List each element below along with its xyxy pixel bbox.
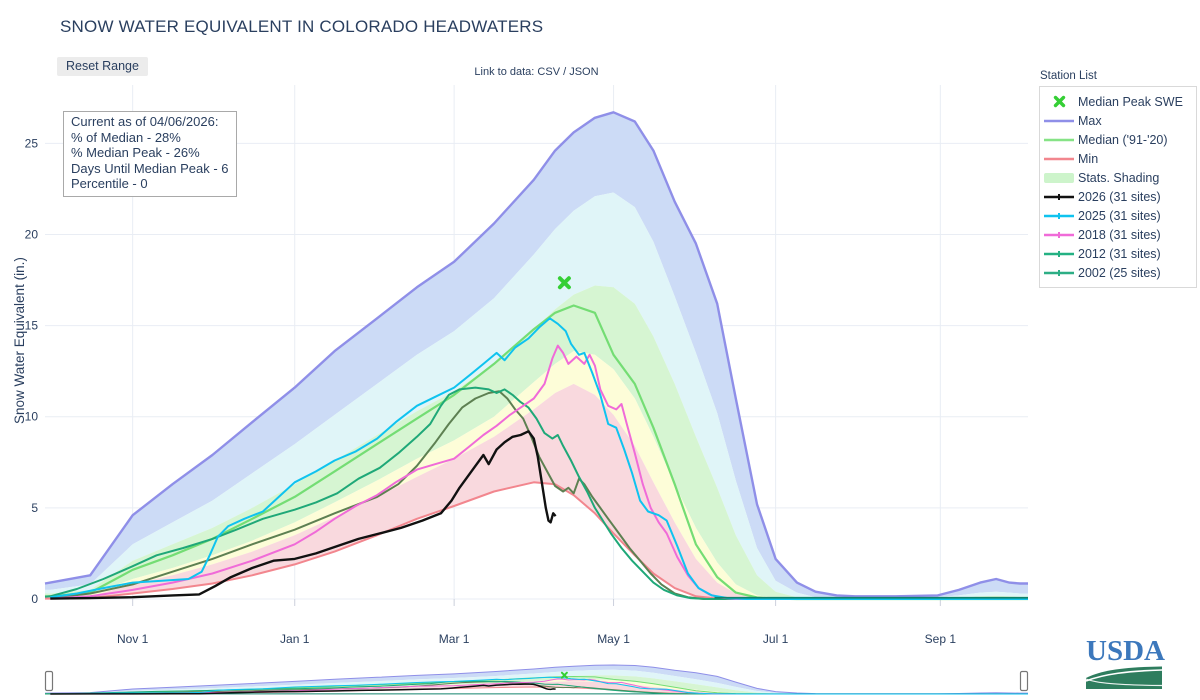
x-tick-label: Mar 1 [439,632,470,646]
csv-link[interactable]: CSV [537,66,561,78]
median-peak-marker[interactable] [557,276,571,290]
mini-series-2026-line [50,683,556,695]
2025-swatch-line-icon [1040,210,1078,222]
info-box-line: Percentile - 0 [71,176,148,192]
2012-swatch-line-icon [1040,248,1078,260]
legend-item-label: Max [1078,113,1102,128]
min-swatch-line-icon [1040,153,1078,165]
shade-swatch-patch-icon [1040,172,1078,184]
data-link-prefix: Link to data: [474,66,538,78]
median-swatch-line-icon [1040,134,1078,146]
legend-item-label: Median Peak SWE [1078,94,1183,109]
legend-item-shade[interactable]: Stats. Shading [1040,168,1196,187]
y-tick-label: 0 [31,592,38,606]
y-axis-title: Snow Water Equivalent (in.) [12,257,27,424]
series-max-line[interactable] [44,111,1028,598]
legend-item-label: 2012 (31 sites) [1078,246,1161,261]
series-2018-line[interactable] [50,344,1028,600]
y-tick-label: 5 [31,501,38,515]
data-link-bar: Link to data: CSV / JSON [45,66,1028,78]
legend-item-min[interactable]: Min [1040,149,1196,168]
legend-item-2026[interactable]: 2026 (31 sites) [1040,187,1196,206]
mini-series-2018-line [50,678,1028,695]
x-tick-label: May 1 [597,632,630,646]
2026-swatch-line-icon [1040,191,1078,203]
band-max-p90 [45,112,1028,599]
2018-swatch-line-icon [1040,229,1078,241]
mini-median-peak-marker[interactable] [560,671,568,679]
usda-logo: USDA [1086,635,1165,689]
legend-item-2002[interactable]: 2002 (25 sites) [1040,263,1196,282]
info-box-line: Days Until Median Peak - 6 [71,160,229,176]
peak-swatch-x-marker-icon [1040,95,1078,108]
page-title: SNOW WATER EQUIVALENT IN COLORADO HEADWA… [60,17,544,36]
legend-item-peak[interactable]: Median Peak SWE [1040,92,1196,111]
mini-band-max-p90 [45,665,1028,694]
legend-item-2025[interactable]: 2025 (31 sites) [1040,206,1196,225]
series-2025-line[interactable] [50,317,1028,600]
y-tick-label: 20 [25,227,39,241]
band-p30-p10 [45,351,1028,599]
x-tick-label: Jan 1 [280,632,310,646]
x-tick-label: Jul 1 [763,632,789,646]
legend-item-label: 2025 (31 sites) [1078,208,1161,223]
legend-item-2012[interactable]: 2012 (31 sites) [1040,244,1196,263]
band-p90-p70 [45,192,1028,599]
mini-band-p90-p70 [45,669,1028,694]
legend-title: Station List [1040,70,1097,82]
legend-item-label: Min [1078,151,1099,166]
legend-item-label: 2002 (25 sites) [1078,265,1161,280]
current-status-info-box: Current as of 04/06/2026:% of Median - 2… [63,111,237,197]
band-p70-p30 [45,285,1028,599]
max-swatch-line-icon [1040,115,1078,127]
usda-logo-field-icon [1086,666,1162,689]
mini-band-p70-p30 [45,675,1028,694]
legend: Median Peak SWE Max Median ('91-'20) Min Sta… [1039,86,1197,288]
legend-item-label: Stats. Shading [1078,170,1160,185]
y-tick-label: 25 [25,136,39,150]
x-tick-label: Nov 1 [117,632,149,646]
mini-series-2025-line [50,676,1028,695]
legend-item-median[interactable]: Median ('91-'20) [1040,130,1196,149]
info-box-line: Current as of 04/06/2026: [71,114,219,129]
range-slider-left-handle[interactable] [44,670,54,692]
json-link[interactable]: JSON [569,66,599,78]
reset-range-button[interactable]: Reset Range [57,57,148,76]
series-2012-line[interactable] [44,386,1028,600]
series-2026-line[interactable] [50,430,557,600]
2002-swatch-line-icon [1040,267,1078,279]
y-tick-label: 15 [25,319,39,333]
legend-item-label: 2018 (31 sites) [1078,227,1161,242]
legend-item-label: Median ('91-'20) [1078,132,1168,147]
legend-item-2018[interactable]: 2018 (31 sites) [1040,225,1196,244]
legend-item-max[interactable]: Max [1040,111,1196,130]
x-tick-label: Sep 1 [925,632,957,646]
y-tick-label: 10 [25,410,39,424]
info-box-line: % of Median - 28% [71,129,181,145]
usda-logo-text: USDA [1086,635,1165,667]
range-slider-right-handle[interactable] [1019,670,1029,692]
info-box-line: % Median Peak - 26% [71,145,200,161]
legend-item-label: 2026 (31 sites) [1078,189,1161,204]
data-link-separator: / [560,66,570,78]
